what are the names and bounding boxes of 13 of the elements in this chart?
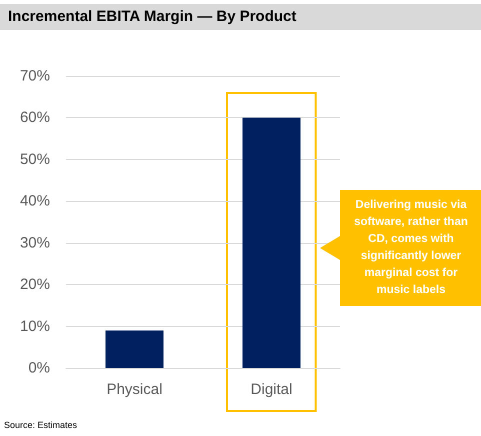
- y-tick-label: 20%: [20, 276, 50, 294]
- chart-title: Incremental EBITA Margin — By Product: [0, 4, 481, 30]
- y-tick-label: 70%: [20, 68, 50, 84]
- text: Delivering music via software, rather than CD, comes with significantly lower marginal cost for music labels: [353, 198, 469, 298]
- y-tick-label: 60%: [20, 109, 50, 126]
- y-tick-label: 50%: [20, 150, 50, 168]
- source-note: Source: Estimates: [4, 420, 78, 430]
- y-tick-label: 10%: [20, 318, 50, 335]
- y-tick-label: 0%: [28, 360, 50, 376]
- x-tick-label: Physical: [106, 381, 162, 398]
- y-tick-label: 30%: [20, 234, 50, 252]
- x-tick-label: Digital: [250, 381, 292, 398]
- y-tick-label: 40%: [20, 192, 50, 210]
